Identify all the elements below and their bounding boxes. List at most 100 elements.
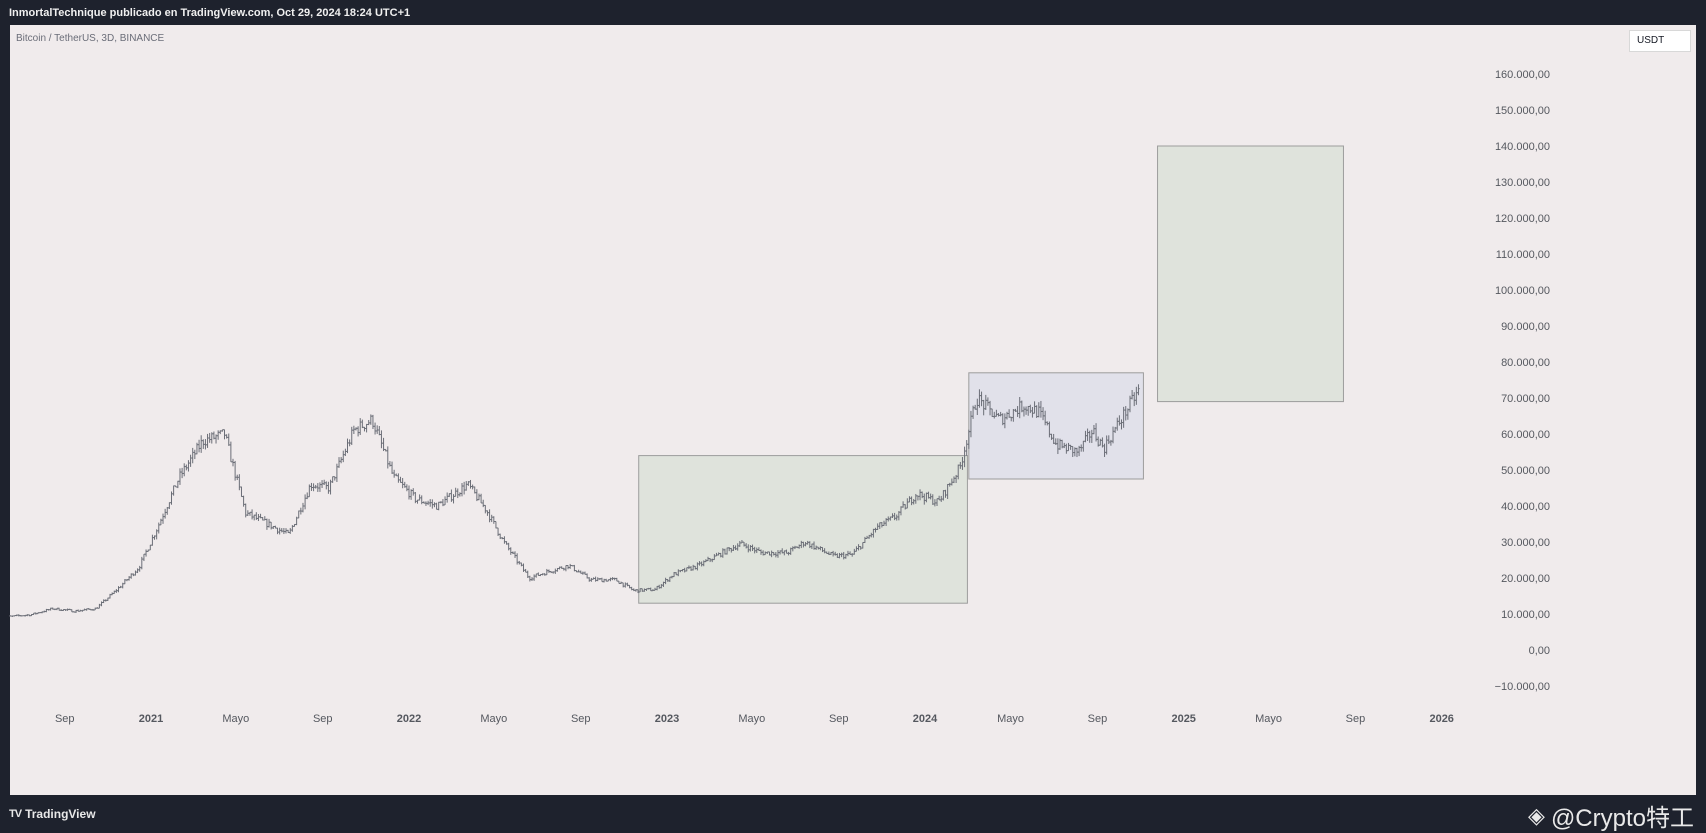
candle-206	[435, 502, 438, 510]
candle-126	[265, 518, 269, 530]
currency-badge[interactable]: USDT	[1629, 30, 1691, 52]
candle-247	[522, 563, 525, 572]
candle-72	[151, 534, 154, 546]
candle-180	[380, 430, 383, 449]
candle-299	[632, 588, 635, 592]
candle-140	[295, 516, 298, 526]
candle-164	[346, 438, 349, 454]
candle-115	[242, 495, 245, 507]
candle-269	[568, 563, 572, 569]
candle-87	[183, 463, 186, 477]
candle-150	[316, 483, 320, 492]
candle-22	[45, 608, 48, 613]
footer: TV TradingView ◈ @Crypto特工	[0, 795, 1706, 833]
range-box-3[interactable]	[1157, 145, 1344, 403]
candle-50	[104, 599, 107, 602]
candle-34	[70, 609, 74, 613]
candle-62	[130, 573, 133, 579]
candle-16	[32, 612, 35, 616]
candle-166	[350, 426, 353, 445]
candle-153	[322, 479, 326, 486]
candle-228	[482, 499, 485, 508]
candle-10	[19, 615, 23, 617]
candle-33	[68, 608, 71, 611]
candle-128	[269, 521, 273, 530]
candle-155	[327, 481, 330, 494]
candle-194	[409, 489, 413, 500]
candle-129	[272, 525, 275, 529]
candle-31	[64, 609, 67, 611]
candle-280	[592, 577, 595, 580]
candle-103	[216, 430, 220, 440]
candle-112	[236, 474, 239, 481]
candle-195	[412, 488, 415, 496]
x-tick-label: 2024	[913, 713, 938, 725]
candle-293	[619, 581, 623, 584]
candle-90	[189, 454, 192, 467]
candle-36	[74, 609, 78, 613]
candle-92	[193, 449, 197, 460]
candle-156	[329, 479, 332, 495]
candle-259	[547, 569, 551, 573]
candle-55	[115, 589, 118, 593]
candle-260	[549, 571, 553, 574]
candle-178	[375, 425, 379, 434]
tradingview-logo[interactable]: TV TradingView	[9, 807, 96, 821]
candle-281	[594, 576, 597, 582]
x-tick-label: Mayo	[222, 713, 249, 725]
candle-23	[47, 609, 50, 611]
candle-24	[49, 607, 52, 611]
candle-282	[596, 577, 599, 582]
y-tick-label: 10.000,00	[1501, 609, 1550, 621]
candle-196	[414, 492, 417, 504]
candle-45	[93, 607, 97, 611]
chart-panel[interactable]	[10, 25, 1696, 795]
candle-54	[113, 590, 116, 595]
candle-285	[602, 578, 606, 583]
x-tick-label: 2021	[139, 713, 163, 725]
candle-225	[475, 489, 479, 502]
candle-262	[554, 568, 557, 574]
candle-108	[227, 433, 230, 446]
candle-157	[331, 476, 334, 483]
y-tick-label: 90.000,00	[1501, 321, 1550, 333]
candle-9	[17, 614, 21, 617]
candle-288	[609, 577, 612, 582]
range-box-2[interactable]	[968, 372, 1144, 480]
candle-169	[356, 426, 360, 437]
candle-295	[624, 582, 627, 588]
candle-38	[79, 609, 82, 612]
candle-176	[371, 414, 375, 430]
range-box-1[interactable]	[638, 455, 968, 604]
candle-117	[246, 510, 250, 516]
candle-141	[297, 510, 300, 519]
candle-291	[615, 577, 619, 582]
candle-93	[195, 442, 199, 455]
candle-134	[282, 528, 286, 535]
y-tick-label: 50.000,00	[1501, 465, 1550, 477]
candle-77	[161, 513, 165, 524]
candle-271	[573, 564, 576, 572]
candle-256	[541, 573, 544, 576]
candle-145	[306, 492, 309, 500]
candle-71	[149, 544, 152, 551]
candle-168	[354, 427, 358, 431]
candle-105	[221, 429, 224, 432]
candle-181	[382, 437, 385, 452]
candle-296	[626, 582, 629, 587]
candle-147	[310, 482, 313, 491]
candle-205	[433, 502, 436, 508]
y-tick-label: 20.000,00	[1501, 573, 1550, 585]
candle-133	[280, 528, 283, 533]
candle-53	[110, 592, 114, 596]
candles	[9, 384, 1140, 617]
candle-75	[157, 522, 160, 534]
y-tick-label: 140.000,00	[1495, 141, 1550, 153]
symbol-label[interactable]: Bitcoin / TetherUS, 3D, BINANCE	[16, 33, 165, 44]
candle-201	[424, 501, 428, 506]
tradingview-logo-text: TradingView	[25, 807, 96, 821]
candle-81	[170, 491, 173, 505]
y-tick-label: 30.000,00	[1501, 537, 1550, 549]
y-axis: 160.000,00 150.000,00 140.000,00 130.000,00…	[1495, 69, 1550, 693]
